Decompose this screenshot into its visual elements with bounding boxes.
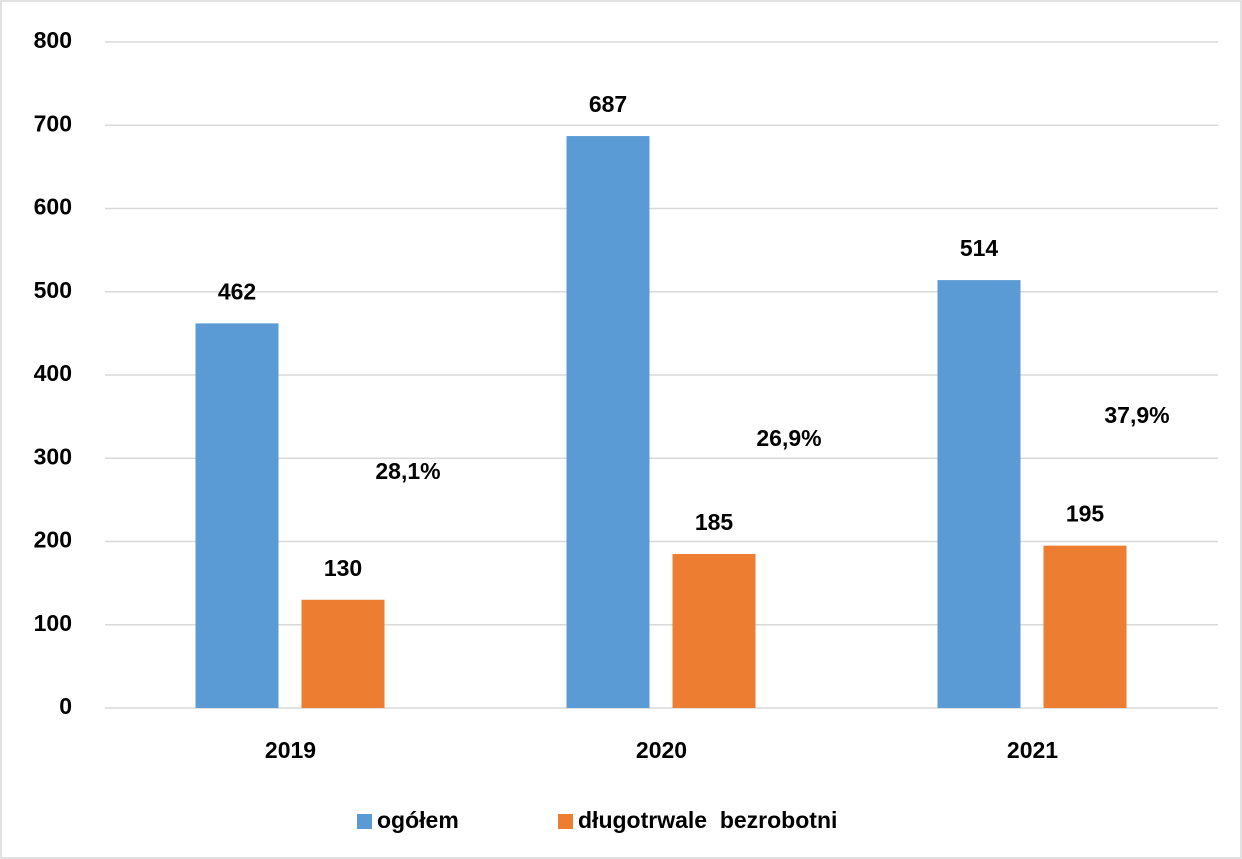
legend-label: ogółem [377,807,459,833]
legend-label: długotrwale bezrobotni [578,807,837,833]
bar [1043,545,1127,708]
bar [672,553,756,708]
x-tick-label: 2021 [1007,737,1058,763]
data-label: 130 [324,555,362,581]
y-tick-label: 500 [34,277,72,303]
x-tick-label: 2019 [265,737,316,763]
bar [566,136,650,708]
x-tick-label: 2020 [636,737,687,763]
legend-swatch [357,814,372,829]
data-label: 185 [695,509,734,535]
y-tick-label: 100 [34,610,72,636]
y-tick-label: 600 [34,194,72,220]
bar [937,280,1021,708]
annotation: 28,1% [375,458,440,484]
data-label: 687 [589,91,627,117]
data-label: 462 [218,278,256,304]
data-label: 195 [1066,501,1105,527]
y-tick-label: 700 [34,110,72,136]
y-tick-label: 400 [34,360,72,386]
data-label: 514 [960,235,999,261]
legend-swatch [558,814,573,829]
y-tick-label: 800 [34,27,72,53]
bar [301,599,385,708]
y-tick-label: 0 [59,693,72,719]
y-tick-label: 200 [34,527,72,553]
y-tick-label: 300 [34,443,72,469]
annotation: 26,9% [756,425,821,451]
bar [195,323,279,708]
annotation: 37,9% [1104,402,1169,428]
